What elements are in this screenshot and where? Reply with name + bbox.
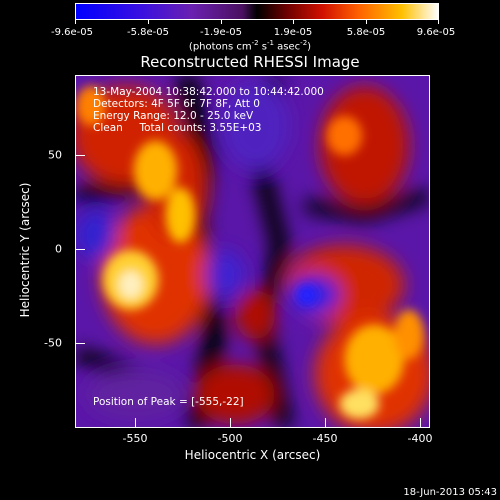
y-tick-label: 50	[48, 148, 62, 162]
y-axis-title: Heliocentric Y (arcsec)	[18, 182, 32, 318]
colorbar-tick-label: -9.6e-05	[51, 27, 93, 38]
info-detectors: Detectors: 4F 5F 6F 7F 8F, Att 0	[93, 98, 260, 110]
y-tick-label: -50	[44, 336, 62, 350]
colorbar-tick-label: -5.8e-05	[127, 27, 169, 38]
x-axis-title: Heliocentric X (arcsec)	[184, 448, 321, 462]
plot-title: Reconstructed RHESSI Image	[140, 53, 360, 71]
info-algorithm-counts: Clean Total counts: 3.55E+03	[93, 122, 262, 134]
colorbar	[75, 3, 439, 20]
colorbar-tick-label: 5.8e-05	[346, 27, 386, 38]
x-tick-label: -550	[122, 432, 148, 445]
info-peak-position: Position of Peak = [-555,-22]	[93, 396, 244, 408]
info-energy-range: Energy Range: 12.0 - 25.0 keV	[93, 110, 254, 122]
x-tick-label: -450	[312, 432, 338, 445]
info-time-range: 13-May-2004 10:38:42.000 to 10:44:42.000	[93, 86, 324, 98]
colorbar-tick-label: -1.9e-05	[200, 27, 242, 38]
x-tick-label: -400	[407, 432, 433, 445]
footer-timestamp: 18-Jun-2013 05:43	[403, 487, 497, 498]
y-tick-label: 0	[55, 242, 62, 256]
colorbar-units: (photons cm-2 s-1 asec-2)	[188, 39, 312, 53]
image-plot-area: 13-May-2004 10:38:42.000 to 10:44:42.000…	[75, 75, 430, 428]
x-tick-label: -500	[217, 432, 243, 445]
colorbar-tick-label: 9.6e-05	[416, 27, 456, 38]
rhessi-image-map	[76, 76, 429, 427]
colorbar-tick-label: 1.9e-05	[273, 27, 313, 38]
